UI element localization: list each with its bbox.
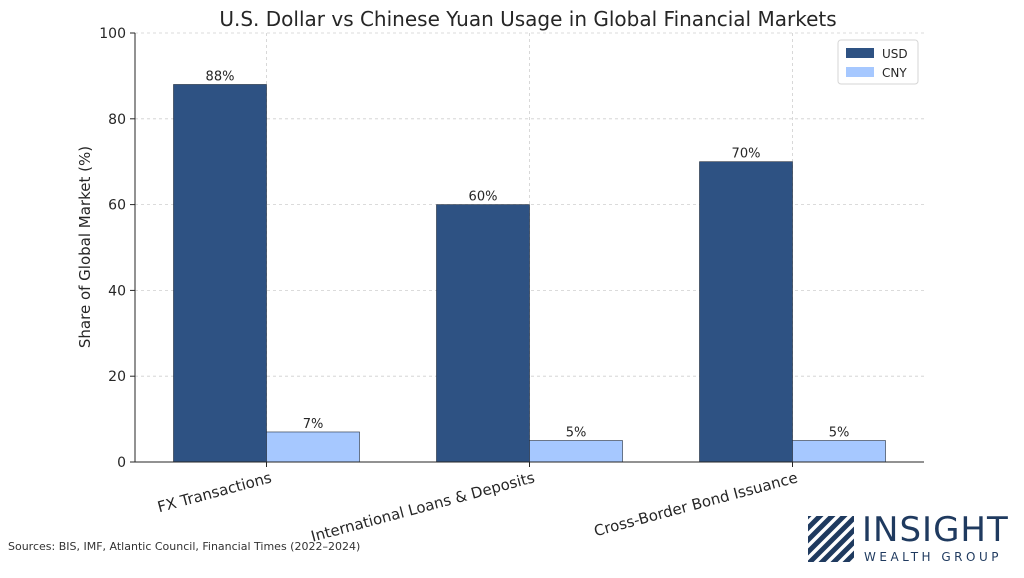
y-tick-label: 60 xyxy=(108,198,126,214)
x-tick-label: International Loans & Deposits xyxy=(309,468,537,545)
x-tick-label: Cross-Border Bond Issuance xyxy=(592,468,800,540)
legend-swatch-usd xyxy=(846,48,874,58)
source-note: Sources: BIS, IMF, Atlantic Council, Fin… xyxy=(8,540,361,553)
y-tick-label: 80 xyxy=(108,112,126,128)
bar-cny xyxy=(529,440,623,463)
x-tick-label: FX Transactions xyxy=(156,468,274,516)
chart-title: U.S. Dollar vs Chinese Yuan Usage in Glo… xyxy=(219,7,836,31)
bar-usd xyxy=(699,161,793,463)
bar-usd xyxy=(173,84,267,463)
bar-cny xyxy=(266,431,360,463)
legend-label-cny: CNY xyxy=(882,66,907,80)
data-label: 88% xyxy=(206,69,235,84)
y-axis-label: Share of Global Market (%) xyxy=(76,146,94,348)
data-label: 5% xyxy=(566,426,587,441)
y-tick-label: 0 xyxy=(117,455,126,471)
y-tick-label: 40 xyxy=(108,283,126,299)
y-tick-label: 100 xyxy=(99,26,126,42)
bar-cny xyxy=(792,440,886,463)
data-label: 60% xyxy=(469,190,498,205)
logo-mark-icon xyxy=(808,516,854,562)
data-label: 5% xyxy=(829,426,850,441)
logo-wordmark: INSIGHT xyxy=(862,510,1009,550)
data-label: 70% xyxy=(732,147,761,162)
logo-subtitle: WEALTH GROUP xyxy=(864,550,1002,564)
company-logo: INSIGHT WEALTH GROUP xyxy=(808,510,1018,572)
bar-usd xyxy=(436,204,530,463)
legend-swatch-cny xyxy=(846,67,874,77)
data-label: 7% xyxy=(303,417,324,432)
y-tick-label: 20 xyxy=(108,369,126,385)
plot-area: 88% 60% 70% 7% 5% 5% 0 20 40 60 80 100 FX Transactio… xyxy=(99,26,924,546)
legend-label-usd: USD xyxy=(882,47,908,61)
